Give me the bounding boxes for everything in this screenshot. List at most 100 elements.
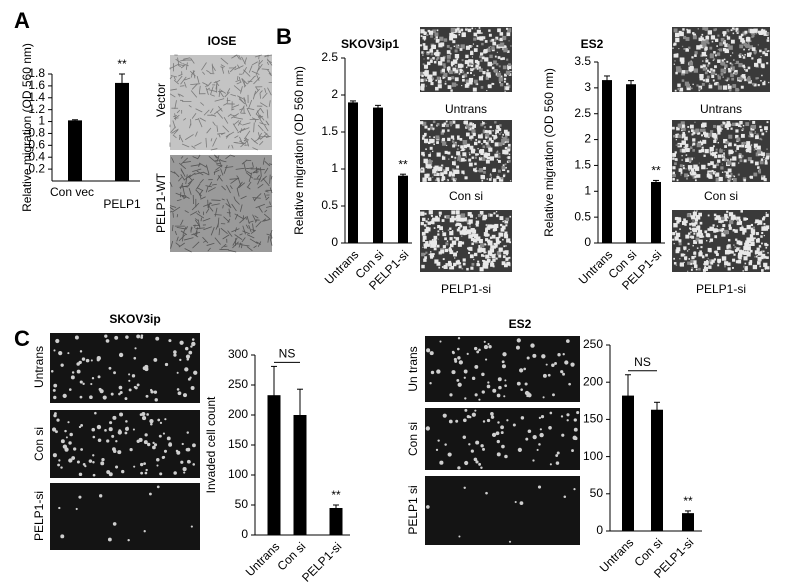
texture — [746, 237, 751, 242]
cell — [457, 382, 462, 387]
texture — [502, 133, 505, 136]
cell — [503, 395, 506, 398]
texture — [182, 185, 185, 195]
texture — [431, 238, 434, 241]
texture — [456, 165, 460, 169]
texture — [738, 249, 743, 253]
texture — [442, 245, 446, 249]
texture — [760, 260, 762, 263]
texture — [205, 137, 207, 148]
texture — [260, 107, 264, 114]
image-label: Con si — [32, 427, 46, 461]
texture — [195, 231, 198, 237]
texture — [500, 45, 503, 48]
texture — [688, 130, 690, 133]
texture — [497, 28, 501, 33]
texture — [741, 225, 743, 228]
texture — [747, 75, 751, 79]
texture — [726, 122, 731, 127]
texture — [749, 175, 752, 179]
texture — [730, 73, 734, 77]
texture — [433, 60, 437, 64]
texture — [506, 32, 511, 37]
cell — [128, 373, 131, 376]
texture — [177, 57, 180, 66]
texture — [500, 75, 503, 78]
texture — [503, 263, 508, 268]
texture — [731, 27, 735, 31]
cell — [62, 393, 67, 398]
texture — [700, 123, 705, 128]
texture — [766, 148, 768, 150]
texture — [454, 257, 456, 259]
texture — [458, 33, 461, 36]
texture — [456, 148, 459, 151]
texture — [188, 105, 192, 108]
cell — [186, 431, 189, 434]
texture — [227, 70, 230, 75]
texture — [257, 63, 263, 71]
texture — [471, 126, 475, 130]
texture — [195, 118, 199, 121]
texture — [693, 251, 697, 255]
texture — [743, 66, 746, 69]
texture — [262, 178, 270, 187]
texture — [480, 151, 484, 156]
texture — [681, 71, 685, 76]
texture — [757, 59, 762, 64]
cell — [69, 432, 73, 437]
texture — [426, 173, 430, 177]
cell — [548, 425, 552, 430]
texture — [474, 233, 479, 238]
texture — [732, 32, 735, 35]
texture — [710, 130, 714, 134]
texture — [721, 256, 727, 261]
texture — [472, 63, 475, 65]
texture — [451, 240, 457, 245]
texture — [468, 59, 472, 63]
texture — [750, 125, 754, 129]
texture — [727, 262, 731, 266]
cell — [517, 447, 522, 452]
cell — [76, 460, 80, 464]
texture — [672, 157, 675, 160]
texture — [502, 174, 506, 178]
texture — [468, 251, 471, 254]
texture — [734, 72, 738, 76]
texture — [507, 84, 511, 88]
texture — [683, 48, 686, 50]
texture — [502, 136, 506, 140]
cell — [94, 411, 97, 415]
texture — [422, 71, 425, 74]
texture — [745, 240, 750, 245]
texture — [732, 267, 734, 269]
texture — [726, 77, 730, 81]
texture — [481, 133, 483, 136]
cell — [175, 449, 179, 453]
texture — [432, 150, 434, 152]
texture — [684, 136, 688, 141]
texture — [728, 45, 733, 50]
texture — [765, 228, 769, 231]
cell — [102, 395, 107, 400]
texture — [224, 91, 230, 98]
texture — [504, 150, 509, 155]
texture — [425, 244, 428, 246]
texture — [427, 177, 432, 181]
texture — [458, 73, 461, 75]
texture — [679, 148, 684, 153]
texture — [704, 265, 707, 268]
texture — [747, 42, 750, 44]
texture — [687, 242, 690, 245]
cell — [139, 462, 144, 467]
texture — [741, 54, 744, 57]
cell — [115, 465, 119, 469]
texture — [432, 240, 438, 245]
cell — [462, 418, 467, 423]
texture — [765, 213, 769, 217]
texture — [475, 236, 481, 241]
texture — [255, 221, 262, 228]
cell — [100, 461, 105, 466]
texture — [422, 43, 426, 46]
texture — [708, 82, 711, 85]
